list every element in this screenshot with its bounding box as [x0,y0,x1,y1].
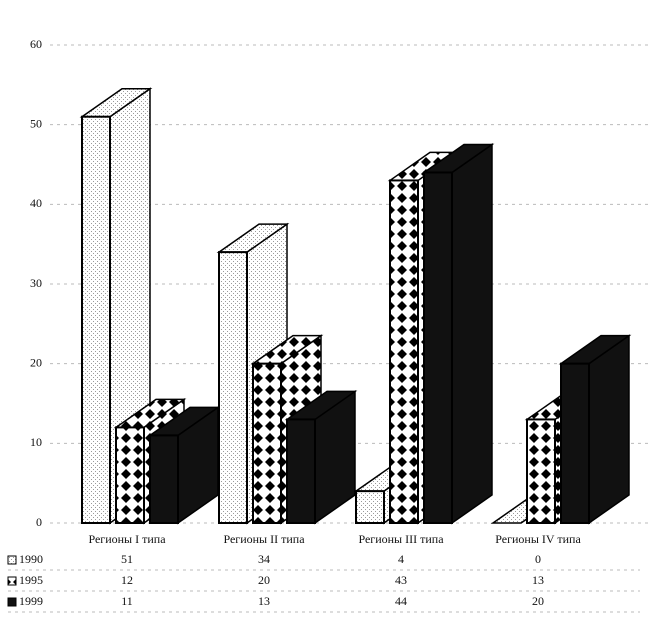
bar [560,362,590,524]
bar [389,179,419,525]
bar-side [451,143,493,525]
bar [218,251,248,524]
y-tick-label: 60 [30,37,42,51]
table-value: 4 [398,552,404,566]
table-value: 13 [532,573,544,587]
x-tick-label: Регионы I типа [88,532,166,546]
bar [81,115,111,524]
bar [252,362,282,524]
x-tick-label: Регионы III типа [358,532,444,546]
table-value: 0 [535,552,541,566]
bar [526,418,556,524]
y-tick-label: 20 [30,355,42,369]
bar [115,426,145,524]
table-value: 13 [258,594,270,608]
table-value: 43 [395,573,407,587]
table-value: 20 [532,594,544,608]
bar [423,171,453,524]
table-value: 51 [121,552,133,566]
bar [149,434,179,524]
legend-swatch [7,597,17,607]
y-tick-label: 0 [36,515,42,529]
bar [355,490,385,524]
x-tick-label: Регионы IV типа [495,532,581,546]
legend-swatch [7,576,17,586]
y-tick-label: 30 [30,276,42,290]
table-value: 34 [258,552,270,566]
legend-label: 1990 [19,552,43,566]
y-tick-label: 40 [30,196,42,210]
legend-label: 1995 [19,573,43,587]
y-tick-label: 10 [30,435,42,449]
legend-label: 1999 [19,594,43,608]
table-value: 12 [121,573,133,587]
table-value: 20 [258,573,270,587]
table-value: 44 [395,594,407,608]
x-tick-label: Регионы II типа [223,532,305,546]
legend-swatch [7,555,17,565]
bar-side [588,334,630,525]
table-value: 11 [121,594,133,608]
bar [286,418,316,524]
y-tick-label: 50 [30,116,42,130]
